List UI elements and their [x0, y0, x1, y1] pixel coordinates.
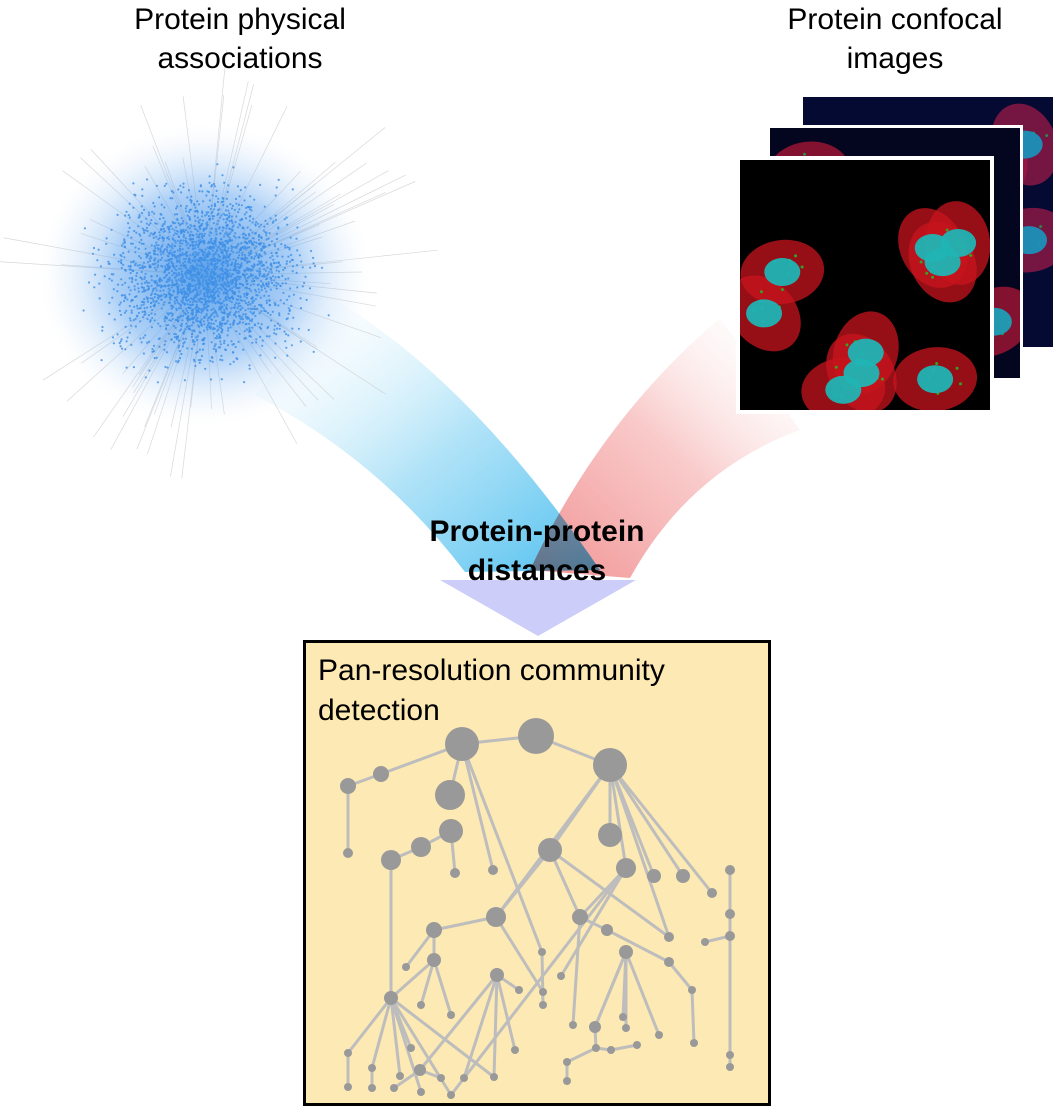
distances-label-line1: Protein-protein — [429, 515, 645, 548]
community-title-line1: Pan-resolution community — [318, 654, 665, 687]
community-title-line2: detection — [318, 694, 440, 727]
blue-flow-arrow — [255, 300, 600, 572]
images-label: Protein confocal images — [730, 0, 1057, 78]
red-flow-arrow — [530, 318, 800, 578]
network-label-line1: Protein physical — [134, 3, 346, 36]
confocal-image-stack — [736, 97, 1053, 414]
network-label: Protein physical associations — [50, 0, 430, 78]
distances-label-line2: distances — [467, 554, 607, 587]
community-title: Pan-resolution community detection — [318, 651, 665, 731]
protein-network-hairball — [0, 50, 438, 479]
confocal-image-front — [736, 156, 994, 414]
images-label-line1: Protein confocal — [787, 3, 1003, 36]
network-label-line2: associations — [157, 42, 323, 75]
merge-arrow — [440, 580, 636, 636]
distances-label: Protein-protein distances — [387, 512, 687, 590]
community-detection-box: Pan-resolution community detection — [303, 640, 771, 1106]
images-label-line2: images — [846, 42, 944, 75]
